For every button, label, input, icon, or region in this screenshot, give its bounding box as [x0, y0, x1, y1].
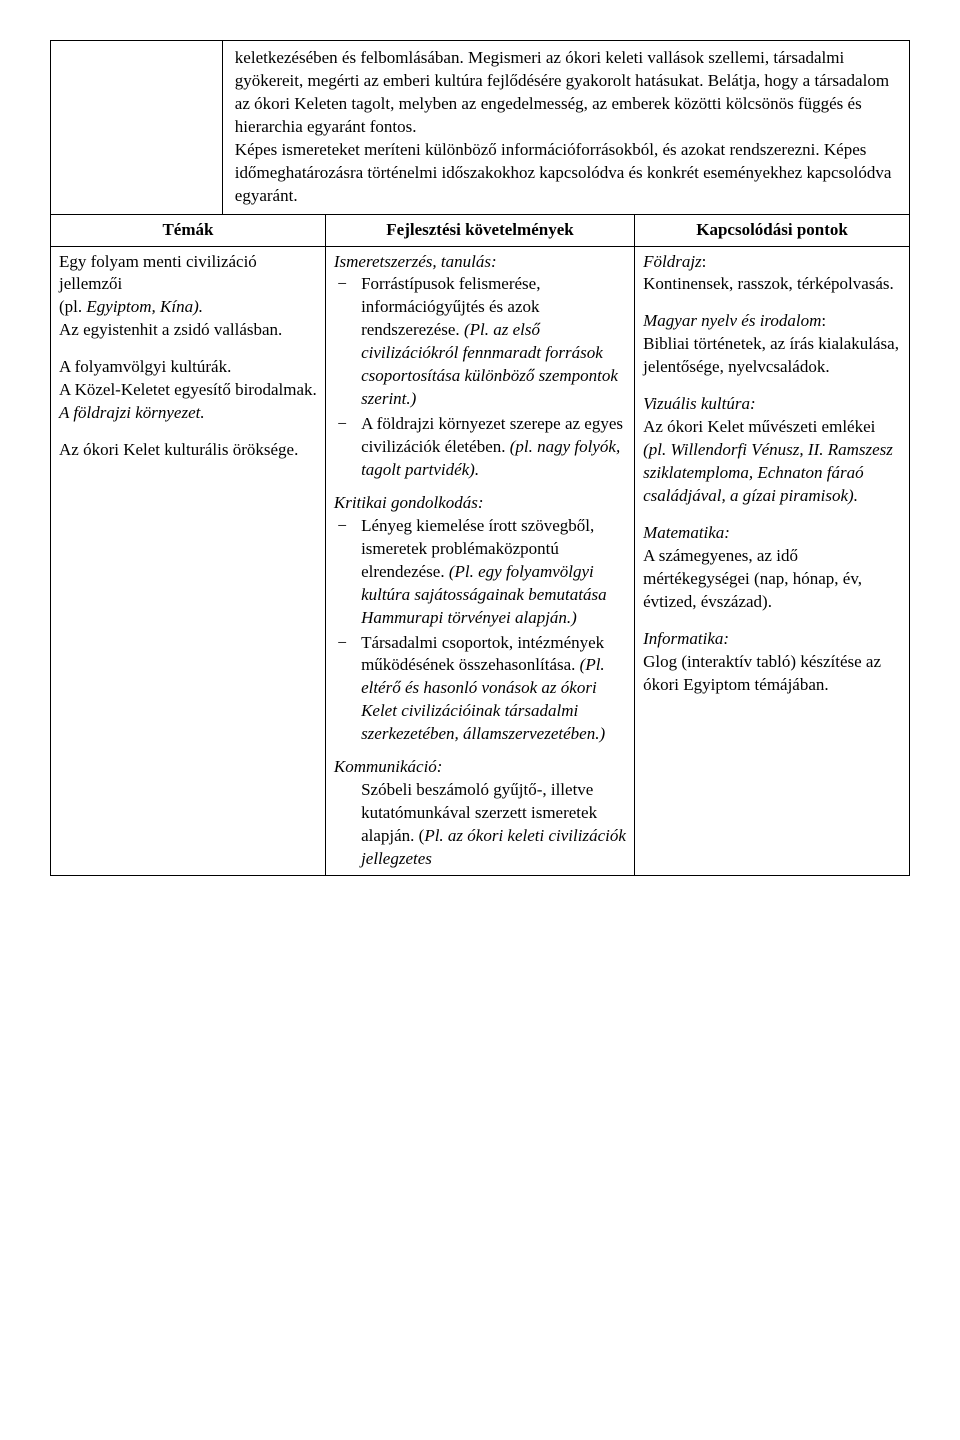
intro-text: keletkezésében és felbomlásában. Megisme…	[235, 47, 897, 208]
fejl-s1-list: Forrástípusok felismerése, információgyű…	[334, 273, 626, 481]
fejl-s2-title: Kritikai gondolkodás:	[334, 492, 626, 515]
fejl-s2-list: Lényeg kiemelése írott szövegből, ismere…	[334, 515, 626, 746]
kapcs-b4: Matematika: A számegyenes, az idő mérték…	[643, 522, 901, 614]
fejl-s1-title: Ismeretszerzés, tanulás:	[334, 251, 626, 274]
curriculum-table: keletkezésében és felbomlásában. Megisme…	[50, 40, 910, 876]
header-kapcsolodasi: Kapcsolódási pontok	[635, 214, 910, 246]
fejl-s3-i1: Szóbeli beszámoló gyűjtő-, illetve kutat…	[334, 779, 626, 871]
kapcs-b3: Vizuális kultúra: Az ókori Kelet művésze…	[643, 393, 901, 508]
temak-p1c: Egyiptom, Kína).	[86, 297, 203, 316]
kapcs-b4-t: Matematika:	[643, 523, 730, 542]
kapcs-b2: Magyar nyelv és irodalom: Bibliai történ…	[643, 310, 901, 379]
temak-p2: A folyamvölgyi kultúrák. A Közel-Keletet…	[59, 356, 317, 425]
kapcs-b5: Informatika: Glog (interaktív tabló) kés…	[643, 628, 901, 697]
temak-p2b-pre: A Közel-Keletet egyesítő birodalmak.	[59, 380, 317, 399]
temak-p2b-it: A földrajzi környezet.	[59, 403, 205, 422]
intro-left-blank	[51, 41, 223, 215]
kapcs-b1: Földrajz: Kontinensek, rasszok, térképol…	[643, 251, 901, 297]
kapcs-b3-p-it: (pl. Willendorfi Vénusz, II. Ramszesz sz…	[643, 440, 893, 505]
kapcs-b3-t: Vizuális kultúra:	[643, 394, 756, 413]
header-fejlesztesi: Fejlesztési követelmények	[325, 214, 634, 246]
fejl-s3-title: Kommunikáció:	[334, 756, 626, 779]
fejl-s1-i1: Forrástípusok felismerése, információgyű…	[361, 273, 626, 411]
temak-p1: Egy folyam menti civilizáció jellemzői (…	[59, 251, 317, 343]
fejl-s2-i2-plain: Társadalmi csoportok, intézmények működé…	[361, 633, 604, 675]
kapcs-b5-p: Glog (interaktív tabló) készítése az óko…	[643, 652, 881, 694]
kapcs-b1-t: Földrajz	[643, 252, 702, 271]
fejl-s2-i1: Lényeg kiemelése írott szövegből, ismere…	[361, 515, 626, 630]
fejl-s1-i2: A földrajzi környezet szerepe az egyes c…	[361, 413, 626, 482]
kapcs-b1-p: Kontinensek, rasszok, térképolvasás.	[643, 274, 894, 293]
kapcs-b2-p: Bibliai történetek, az írás kialakulása,…	[643, 334, 899, 376]
kapcsolodasi-cell: Földrajz: Kontinensek, rasszok, térképol…	[635, 246, 910, 875]
temak-p1a: Egy folyam menti civilizáció jellemzői	[59, 252, 257, 294]
intro-cell: keletkezésében és felbomlásában. Megisme…	[222, 41, 909, 215]
fejl-s2-i2: Társadalmi csoportok, intézmények működé…	[361, 632, 626, 747]
header-temak: Témák	[51, 214, 326, 246]
temak-p2a: A folyamvölgyi kultúrák.	[59, 357, 231, 376]
kapcs-b3-p-a: Az ókori Kelet művészeti emlékei	[643, 417, 875, 436]
intro-text-span: keletkezésében és felbomlásában. Megisme…	[235, 48, 892, 205]
kapcs-b4-p: A számegyenes, az idő mértékegységei (na…	[643, 546, 862, 611]
temak-p1d: Az egyistenhit a zsidó vallásban.	[59, 320, 282, 339]
kapcs-b5-t: Informatika:	[643, 629, 729, 648]
temak-cell: Egy folyam menti civilizáció jellemzői (…	[51, 246, 326, 875]
temak-p1b: (pl.	[59, 297, 86, 316]
temak-p3: Az ókori Kelet kulturális öröksége.	[59, 439, 317, 462]
kapcs-b2-t: Magyar nyelv és irodalom	[643, 311, 821, 330]
fejlesztesi-cell: Ismeretszerzés, tanulás: Forrástípusok f…	[325, 246, 634, 875]
